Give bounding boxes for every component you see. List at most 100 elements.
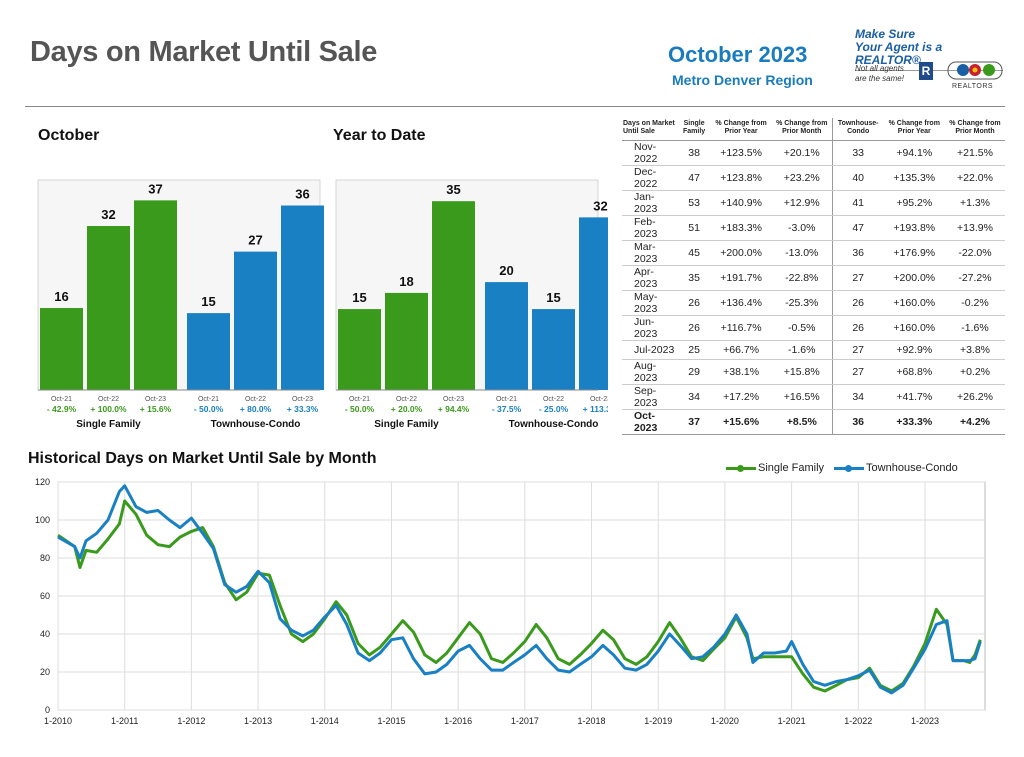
table-column-header: % Change from Prior Month <box>771 118 833 141</box>
bar <box>187 313 230 390</box>
table-cell: 25 <box>677 340 711 361</box>
table-cell: +116.7% <box>710 315 772 341</box>
y-tick-label: 120 <box>35 477 50 487</box>
x-tick-label: 1-2010 <box>44 716 72 726</box>
table-cell: +176.9% <box>883 240 945 266</box>
y-tick-label: 40 <box>40 629 50 639</box>
table-cell: +136.4% <box>710 290 772 316</box>
x-tick-label: 1-2013 <box>244 716 272 726</box>
bar-value-label: 15 <box>546 290 560 305</box>
table-cell: 35 <box>677 265 711 291</box>
table-cell: 47 <box>832 215 884 241</box>
bar-value-label: 16 <box>54 289 68 304</box>
x-tick-label: 1-2015 <box>377 716 405 726</box>
table-row: Sep-2023 34 +17.2% +16.5% 34 +41.7% +26.2% <box>622 384 1005 411</box>
y-tick-label: 20 <box>40 667 50 677</box>
table-cell: 36 <box>832 240 884 266</box>
table-cell: -22.8% <box>771 265 833 291</box>
table-cell: -1.6% <box>944 315 1005 341</box>
bar-group-label: Single Family <box>374 419 439 430</box>
legend-label-townhouse-condo: Townhouse-Condo <box>866 462 958 474</box>
table-cell: +160.0% <box>883 315 945 341</box>
table-row: Apr-2023 35 +191.7% -22.8% 27 +200.0% -27.2% <box>622 265 1005 291</box>
table-cell: -22.0% <box>944 240 1005 266</box>
table-cell: +94.1% <box>883 140 945 166</box>
table-cell: 26 <box>677 315 711 341</box>
table-row: May-2023 26 +136.4% -25.3% 26 +160.0% -0.2% <box>622 290 1005 316</box>
table-cell: 26 <box>832 290 884 316</box>
table-cell: -13.0% <box>771 240 833 266</box>
page-title: Days on Market Until Sale <box>30 36 378 68</box>
legend-label-single-family: Single Family <box>758 462 825 474</box>
table-cell: +21.5% <box>944 140 1005 166</box>
bar <box>485 282 528 390</box>
table-cell: 26 <box>832 315 884 341</box>
table-cell: +23.2% <box>771 165 833 191</box>
table-cell: Jan-2023 <box>622 190 678 216</box>
bar-change-label: - 25.0% <box>539 404 569 414</box>
table-cell: +160.0% <box>883 290 945 316</box>
table-cell: +0.2% <box>944 359 1005 386</box>
table-cell: 26 <box>677 290 711 316</box>
x-tick-label: 1-2020 <box>711 716 739 726</box>
report-region: Metro Denver Region <box>672 72 813 88</box>
table-column-header: % Change from Prior Year <box>883 118 945 141</box>
ytd-chart-title: Year to Date <box>333 127 426 144</box>
legend-item-single-family: Single Family <box>726 462 824 474</box>
table-column-header: Single Family <box>677 118 711 141</box>
badge-small-1: Not all agents <box>855 64 904 73</box>
table-cell: -1.6% <box>771 340 833 361</box>
table-cell: +20.1% <box>771 140 833 166</box>
table-cell: +41.7% <box>883 384 945 411</box>
table-cell: +22.0% <box>944 165 1005 191</box>
table-cell: Aug-2023 <box>622 359 678 386</box>
header-divider <box>25 106 1005 107</box>
table-cell: -0.5% <box>771 315 833 341</box>
bar <box>532 309 575 390</box>
table-cell: +3.8% <box>944 340 1005 361</box>
bar-group-label: Townhouse-Condo <box>211 419 301 430</box>
bar-category-label: Oct-22 <box>396 396 417 403</box>
table-cell: +135.3% <box>883 165 945 191</box>
bar <box>338 309 381 390</box>
table-header-row: Days on Market Until Sale Single Family% … <box>622 118 1005 141</box>
table-row: Oct-2023 37 +15.6% +8.5% 36 +33.3% +4.2% <box>622 409 1005 436</box>
table-cell: +123.5% <box>710 140 772 166</box>
table-cell: 34 <box>832 384 884 411</box>
historical-chart-title: Historical Days on Market Until Sale by … <box>28 450 377 467</box>
table-cell: +15.6% <box>710 409 772 436</box>
table-cell: Nov-2022 <box>622 140 678 166</box>
table-cell: Oct-2023 <box>622 409 678 436</box>
bar-value-label: 15 <box>352 290 366 305</box>
bar-category-label: Oct-21 <box>51 396 72 403</box>
bar <box>87 226 130 390</box>
bar-change-label: + 20.0% <box>391 404 423 414</box>
table-cell: 53 <box>677 190 711 216</box>
table-cell: +33.3% <box>883 409 945 436</box>
series-line <box>57 484 982 695</box>
bar-value-label: 18 <box>399 274 413 289</box>
days-on-market-table: Days on Market Until Sale Single Family% … <box>622 118 1005 436</box>
bar-value-label: 27 <box>248 233 262 248</box>
bar-value-label: 36 <box>295 187 309 202</box>
table-cell: +200.0% <box>710 240 772 266</box>
badge-org-label: REALTORS <box>952 83 994 90</box>
table-cell: +200.0% <box>883 265 945 291</box>
bar <box>281 205 324 390</box>
x-tick-label: 1-2012 <box>177 716 205 726</box>
table-cell: Apr-2023 <box>622 265 678 291</box>
table-row: Jul-2023 25 +66.7% -1.6% 27 +92.9% +3.8% <box>622 340 1005 361</box>
bar-category-label: Oct-23 <box>145 396 166 403</box>
report-month: October 2023 <box>668 42 808 67</box>
table-cell: 34 <box>677 384 711 411</box>
table-cell: 51 <box>677 215 711 241</box>
bar-category-label: Oct-21 <box>198 396 219 403</box>
bar-change-label: - 50.0% <box>194 404 224 414</box>
bar-value-label: 15 <box>201 294 215 309</box>
table-cell: +92.9% <box>883 340 945 361</box>
x-tick-label: 1-2017 <box>511 716 539 726</box>
table-cell: 37 <box>677 409 711 436</box>
bar-value-label: 32 <box>593 198 607 213</box>
